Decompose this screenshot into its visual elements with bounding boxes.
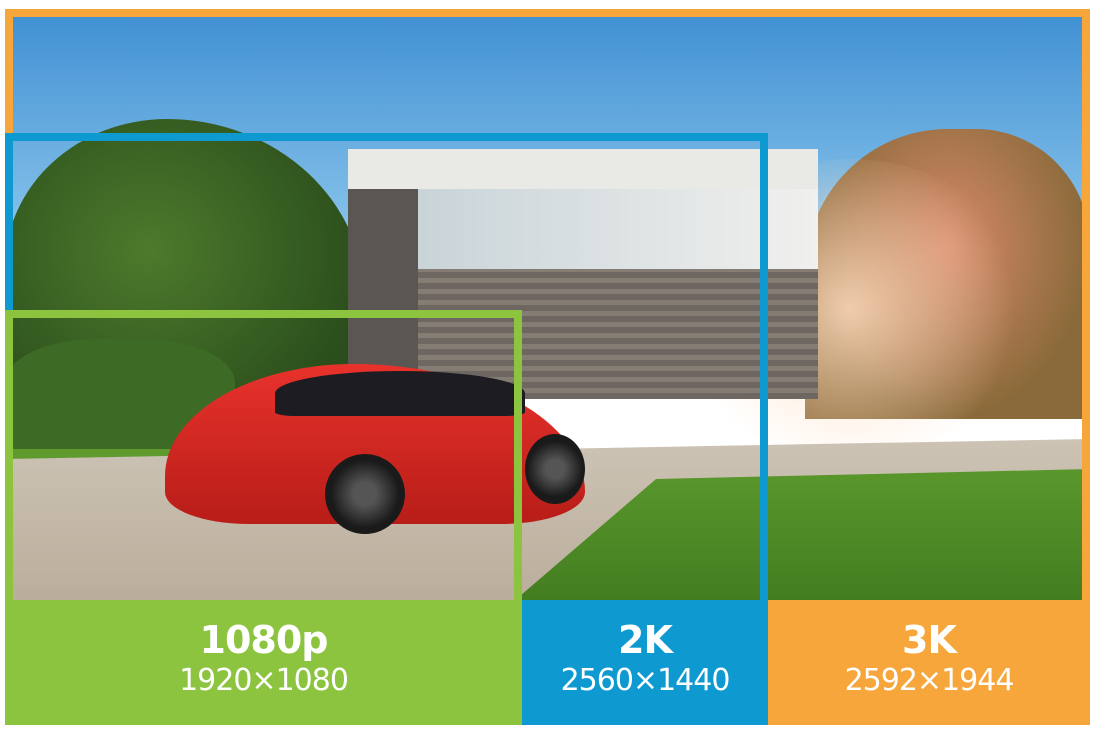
resolution-size: 1920×1080 [179, 663, 349, 698]
resolution-size: 2560×1440 [560, 663, 731, 698]
label-2k: 2K 2560×1440 [522, 600, 768, 725]
resolution-name: 3K [902, 618, 957, 662]
car-wheel [525, 434, 585, 504]
resolution-name: 1080p [199, 618, 329, 662]
car-wheel [325, 454, 405, 534]
house-windows [418, 189, 818, 269]
label-3k: 3K 2592×1944 [768, 600, 1090, 725]
resolution-size: 2592×1944 [844, 663, 1015, 698]
label-1080p: 1080p 1920×1080 [5, 600, 522, 725]
house-roof [348, 149, 818, 189]
frame-1080p [5, 310, 522, 725]
resolution-name: 2K [618, 618, 673, 662]
car-windshield [275, 371, 525, 416]
